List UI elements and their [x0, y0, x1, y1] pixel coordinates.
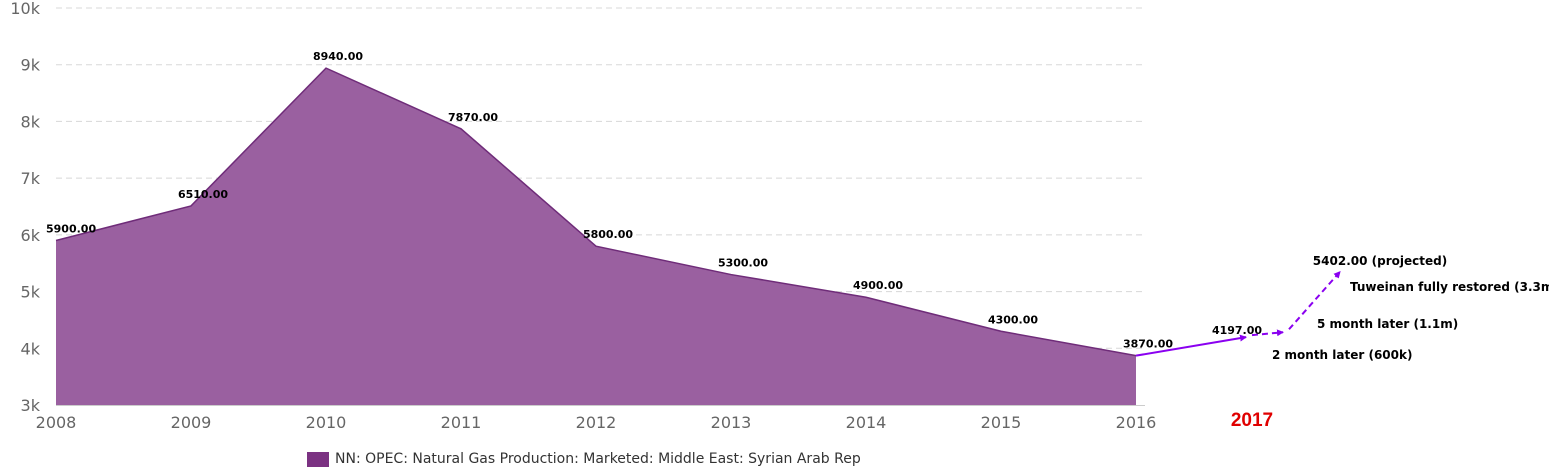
x-tick-label: 2010	[306, 413, 347, 432]
x-tick-label: 2008	[36, 413, 77, 432]
y-tick-label: 4k	[21, 339, 41, 358]
data-label: 8940.00	[313, 50, 363, 63]
projection-annotations: 4197.00 5402.00 (projected) 2 month later …	[1135, 254, 1549, 431]
y-tick-label: 8k	[21, 112, 41, 131]
y-tick-label: 9k	[21, 56, 41, 75]
projection-label: 5402.00 (projected)	[1313, 254, 1447, 268]
x-tick-label: 2012	[576, 413, 617, 432]
x-tick-label: 2015	[981, 413, 1022, 432]
legend-label: NN: OPEC: Natural Gas Production: Market…	[335, 451, 861, 467]
x-tick-label: 2013	[711, 413, 752, 432]
data-label: 4300.00	[988, 313, 1038, 326]
projection-arrow	[1135, 334, 1247, 357]
y-tick-label: 5k	[21, 283, 41, 302]
projection-note: Tuweinan fully restored (3.3m)	[1350, 280, 1549, 294]
x-axis: 2008 2009 2010 2011 2012 2013 2014 2015 2016	[36, 405, 1157, 432]
data-labels: 5900.00 6510.00 8940.00 7870.00 5800.00 5300.…	[46, 50, 1173, 351]
data-label: 7870.00	[448, 111, 498, 124]
data-label: 5800.00	[583, 228, 633, 241]
projection-year-label: 2017	[1231, 410, 1273, 431]
projection-arrow	[1288, 271, 1341, 330]
y-axis: 3k 4k 5k 6k 7k 8k 9k 10k	[10, 0, 40, 415]
x-tick-label: 2011	[441, 413, 482, 432]
area-series	[55, 67, 1137, 406]
data-label: 5300.00	[718, 257, 768, 270]
legend[interactable]: NN: OPEC: Natural Gas Production: Market…	[307, 451, 861, 467]
projection-note: 5 month later (1.1m)	[1317, 317, 1458, 331]
legend-swatch	[307, 451, 329, 467]
y-tick-label: 6k	[21, 226, 41, 245]
projection-arrow	[1251, 329, 1284, 337]
x-tick-label: 2014	[846, 413, 887, 432]
y-tick-label: 3k	[21, 396, 41, 415]
area-fill	[56, 68, 1136, 406]
data-label: 4900.00	[853, 279, 903, 292]
data-label: 5900.00	[46, 223, 96, 236]
y-tick-label: 10k	[10, 0, 40, 18]
y-tick-label: 7k	[21, 169, 41, 188]
projection-label: 4197.00	[1212, 324, 1262, 337]
data-label: 6510.00	[178, 188, 228, 201]
x-tick-label: 2009	[171, 413, 212, 432]
projection-note: 2 month later (600k)	[1272, 348, 1412, 362]
x-tick-label: 2016	[1116, 413, 1157, 432]
data-label: 3870.00	[1123, 338, 1173, 351]
area-line	[55, 67, 1137, 357]
